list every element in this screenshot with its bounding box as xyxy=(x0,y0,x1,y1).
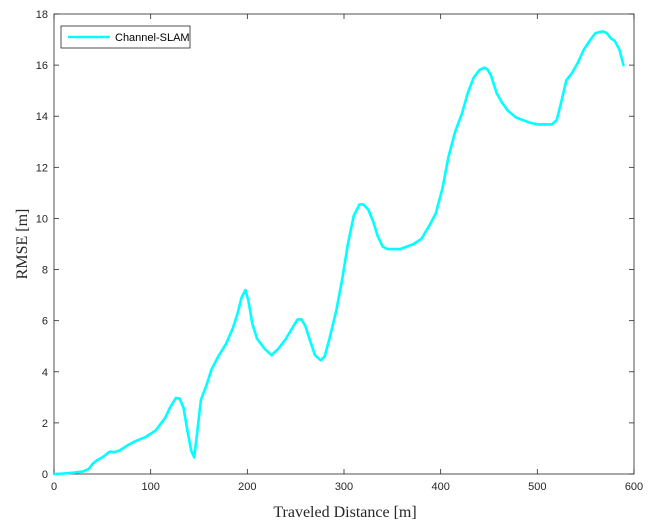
legend: Channel-SLAM xyxy=(60,25,191,49)
tick-labels: 0 100 200 300 400 500 600 0 2 4 6 8 10 12 14 16 18 xyxy=(36,9,643,493)
series-line-channel-slam xyxy=(52,30,625,476)
y-axis-label: RMSE [m] xyxy=(14,209,31,280)
x-axis-label: Traveled Distance [m] xyxy=(273,504,416,521)
y-tick-label: 16 xyxy=(36,60,48,72)
x-tick-label: 400 xyxy=(431,481,449,493)
y-tick-label: 14 xyxy=(36,111,48,123)
legend-box xyxy=(60,25,191,49)
y-tick-label: 8 xyxy=(42,265,48,277)
y-tick-label: 2 xyxy=(42,418,48,430)
x-tick-label: 100 xyxy=(141,481,159,493)
x-tick-label: 600 xyxy=(625,481,643,493)
y-tick-label: 6 xyxy=(42,316,48,328)
y-tick-label: 0 xyxy=(42,469,48,481)
x-tick-label: 0 xyxy=(51,481,57,493)
legend-label-channel-slam: Channel-SLAM xyxy=(115,32,190,44)
tick-marks xyxy=(53,13,635,475)
x-tick-label: 200 xyxy=(238,481,256,493)
x-tick-label: 300 xyxy=(335,481,353,493)
y-tick-label: 10 xyxy=(36,213,48,225)
x-tick-label: 500 xyxy=(528,481,546,493)
y-tick-label: 12 xyxy=(36,162,48,174)
y-tick-label: 18 xyxy=(36,9,48,21)
y-tick-label: 4 xyxy=(42,367,48,379)
